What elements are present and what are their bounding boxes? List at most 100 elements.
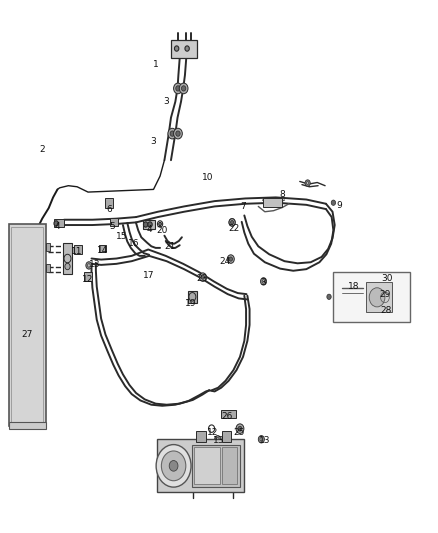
Text: 14: 14 [97,246,108,255]
Circle shape [156,445,191,487]
Circle shape [181,86,186,91]
Text: 3: 3 [164,97,170,106]
Text: 27: 27 [21,329,32,338]
Text: 28: 28 [380,305,392,314]
Text: 9: 9 [336,201,342,210]
Text: 20: 20 [156,226,168,235]
Bar [11,227,42,423]
Text: 11: 11 [71,247,82,256]
Circle shape [331,200,336,205]
Text: 21: 21 [164,243,176,252]
Circle shape [170,131,174,136]
Circle shape [173,128,182,139]
Text: 3: 3 [260,278,265,287]
Text: 6: 6 [106,205,112,214]
Bar [74,245,82,254]
Circle shape [174,46,179,51]
Circle shape [176,86,180,91]
Circle shape [258,435,265,443]
Circle shape [144,222,148,227]
Text: 13: 13 [259,436,271,445]
Text: 24: 24 [219,257,231,265]
Text: 25: 25 [233,428,244,437]
Circle shape [159,222,161,225]
Circle shape [305,180,310,186]
Bar [187,291,197,303]
Circle shape [179,83,188,94]
Circle shape [201,275,205,279]
Circle shape [260,438,263,441]
Text: 12: 12 [207,428,218,437]
Circle shape [54,221,58,226]
Circle shape [227,255,234,263]
Text: 22: 22 [229,224,240,233]
Circle shape [199,273,206,281]
Bar [366,282,392,312]
Circle shape [173,83,182,94]
Bar [63,243,72,274]
Text: 4: 4 [55,222,60,231]
Bar [157,439,244,492]
Bar [46,243,50,251]
Text: 13: 13 [89,261,100,269]
Circle shape [148,222,152,227]
Text: 1: 1 [153,60,159,69]
Bar [221,410,237,418]
Bar [99,245,106,252]
Bar [222,447,237,484]
Text: 13: 13 [213,436,225,445]
Text: 17: 17 [143,271,155,280]
Text: 19: 19 [185,299,196,308]
Bar [9,422,46,429]
Circle shape [261,278,267,285]
Text: 5: 5 [109,222,115,231]
Text: 7: 7 [240,203,246,212]
Text: 12: 12 [81,275,93,284]
Circle shape [230,221,233,224]
Text: 10: 10 [202,173,214,182]
Bar [194,447,220,484]
Bar [171,39,197,58]
Circle shape [176,131,180,136]
Circle shape [369,288,385,307]
Circle shape [88,264,90,267]
Circle shape [229,219,235,226]
Circle shape [307,182,309,184]
Bar [54,219,64,227]
Bar [9,224,46,426]
Bar [192,445,240,487]
Bar [196,431,206,442]
Text: 15: 15 [117,232,128,241]
Text: 2: 2 [39,145,45,154]
Text: 18: 18 [348,282,359,291]
Bar [143,220,155,229]
Bar [84,272,92,281]
Circle shape [236,424,244,433]
Bar [46,264,50,272]
Text: 29: 29 [379,289,391,298]
Circle shape [327,294,331,300]
Circle shape [215,435,221,443]
Circle shape [185,46,189,51]
Text: 4: 4 [146,225,152,234]
Text: 16: 16 [128,239,140,248]
Bar [105,198,113,208]
Circle shape [229,257,233,261]
Text: 30: 30 [381,273,393,282]
Bar [263,198,283,207]
Circle shape [238,426,242,431]
Circle shape [168,128,177,139]
Text: 8: 8 [279,190,285,199]
Circle shape [262,280,265,283]
Circle shape [86,262,92,269]
Circle shape [169,461,178,471]
Bar [110,218,118,226]
Text: 26: 26 [221,412,233,421]
Circle shape [65,263,70,270]
Text: 3: 3 [151,137,156,146]
Bar [333,272,410,322]
Bar [222,431,231,442]
Circle shape [161,451,186,481]
Circle shape [216,438,219,441]
Text: 23: 23 [197,274,208,283]
